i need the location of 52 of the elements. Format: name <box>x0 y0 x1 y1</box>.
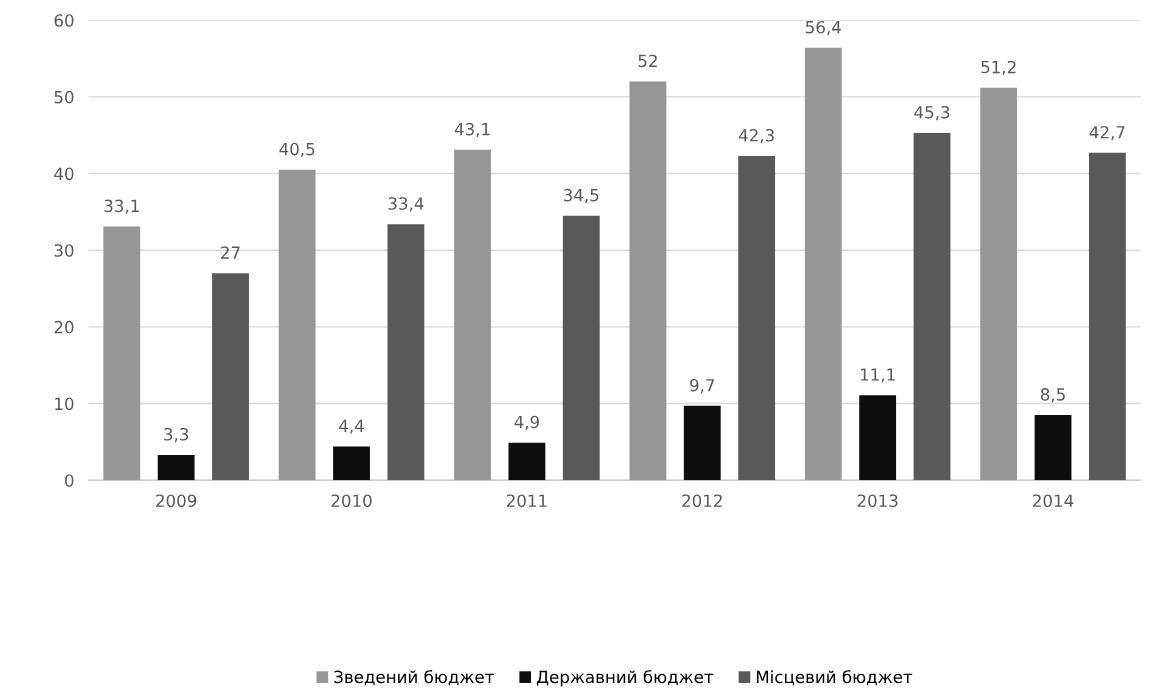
y-tick-label: 0 <box>65 474 74 487</box>
data-label: 40,5 <box>279 142 315 158</box>
data-label: 8,5 <box>1040 388 1065 403</box>
bar <box>103 226 141 481</box>
legend-label: Державний бюджет <box>536 670 714 687</box>
x-tick-label: 2013 <box>857 494 898 508</box>
bar <box>683 405 721 481</box>
data-label: 45,3 <box>914 105 950 121</box>
data-label: 34,5 <box>563 188 599 204</box>
data-label: 43,1 <box>454 122 490 138</box>
bar <box>508 442 546 481</box>
x-tick-label: 2012 <box>682 494 722 508</box>
bar <box>738 155 776 481</box>
bar <box>278 169 316 481</box>
bar <box>562 215 600 481</box>
x-tick-label: 2011 <box>506 494 547 508</box>
bar <box>454 149 491 481</box>
data-label: 9,7 <box>690 378 715 394</box>
data-label: 3,3 <box>164 427 189 443</box>
data-label: 33,1 <box>104 199 139 214</box>
bar <box>980 87 1018 481</box>
y-tick-label: 40 <box>54 167 74 181</box>
data-label: 56,4 <box>806 20 841 36</box>
x-tick-label: 2010 <box>331 494 372 508</box>
bar <box>157 454 195 481</box>
y-tick-label: 50 <box>54 90 74 104</box>
x-tick-label: 2009 <box>156 494 197 508</box>
legend-label: Місцевий бюджет <box>756 670 913 686</box>
y-tick-label: 20 <box>54 320 74 334</box>
bar <box>1034 415 1072 481</box>
bar <box>859 395 897 481</box>
bar <box>1088 152 1126 481</box>
data-label: 51,2 <box>981 60 1016 76</box>
bar <box>212 273 249 481</box>
data-label: 4,9 <box>514 415 539 431</box>
data-label: 27 <box>221 246 240 259</box>
x-tick-label: 2014 <box>1033 494 1074 508</box>
data-label: 42,7 <box>1089 125 1125 141</box>
bar <box>913 132 951 481</box>
bar <box>804 47 842 481</box>
data-label: 33,4 <box>388 197 424 212</box>
data-label: 52 <box>638 54 657 68</box>
y-tick-label: 60 <box>54 14 74 27</box>
bar <box>387 224 425 481</box>
y-tick-label: 30 <box>54 244 74 257</box>
bar <box>333 446 370 481</box>
data-label: 4,4 <box>339 419 364 434</box>
y-tick-label: 10 <box>55 397 74 411</box>
data-label: 42,3 <box>738 128 774 144</box>
data-label: 11,1 <box>860 368 895 383</box>
bar <box>629 81 667 481</box>
legend-label: Зведений бюджет <box>334 670 494 686</box>
